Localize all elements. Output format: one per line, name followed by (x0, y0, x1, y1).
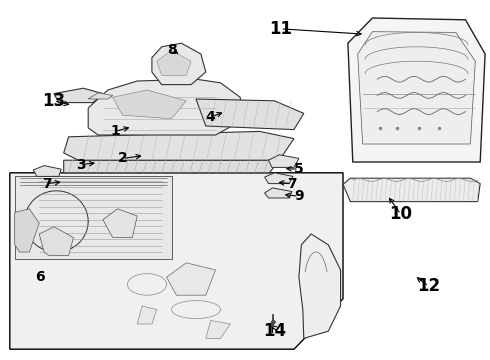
Text: 5: 5 (294, 162, 304, 176)
Text: 7: 7 (42, 177, 51, 190)
Polygon shape (152, 43, 206, 85)
Text: 7: 7 (287, 177, 296, 190)
Polygon shape (64, 131, 294, 160)
Polygon shape (64, 160, 279, 173)
Text: 12: 12 (417, 277, 441, 295)
Polygon shape (113, 90, 186, 119)
Polygon shape (358, 32, 475, 144)
Text: 11: 11 (269, 20, 292, 38)
Polygon shape (88, 93, 113, 99)
Text: 8: 8 (167, 44, 176, 57)
Text: 3: 3 (76, 158, 86, 171)
Text: 9: 9 (294, 189, 304, 203)
Polygon shape (10, 173, 343, 349)
Text: 13: 13 (42, 92, 66, 110)
Polygon shape (343, 178, 480, 202)
Polygon shape (15, 209, 39, 252)
Polygon shape (206, 320, 230, 338)
Polygon shape (265, 173, 293, 184)
Polygon shape (88, 79, 245, 135)
Polygon shape (269, 155, 299, 167)
Polygon shape (271, 320, 276, 325)
Polygon shape (137, 306, 157, 324)
Polygon shape (265, 188, 292, 198)
Text: 10: 10 (390, 205, 412, 223)
Polygon shape (33, 166, 61, 176)
Text: 1: 1 (110, 125, 120, 138)
Polygon shape (299, 234, 341, 338)
Polygon shape (54, 88, 103, 103)
Text: 14: 14 (263, 322, 286, 340)
Polygon shape (15, 176, 171, 259)
Polygon shape (103, 209, 137, 238)
Text: 2: 2 (118, 152, 127, 165)
Polygon shape (196, 99, 304, 130)
Text: 4: 4 (206, 110, 216, 124)
Polygon shape (348, 18, 485, 162)
Polygon shape (167, 263, 216, 295)
Polygon shape (157, 50, 191, 76)
Text: 6: 6 (35, 270, 45, 284)
Polygon shape (39, 227, 74, 256)
